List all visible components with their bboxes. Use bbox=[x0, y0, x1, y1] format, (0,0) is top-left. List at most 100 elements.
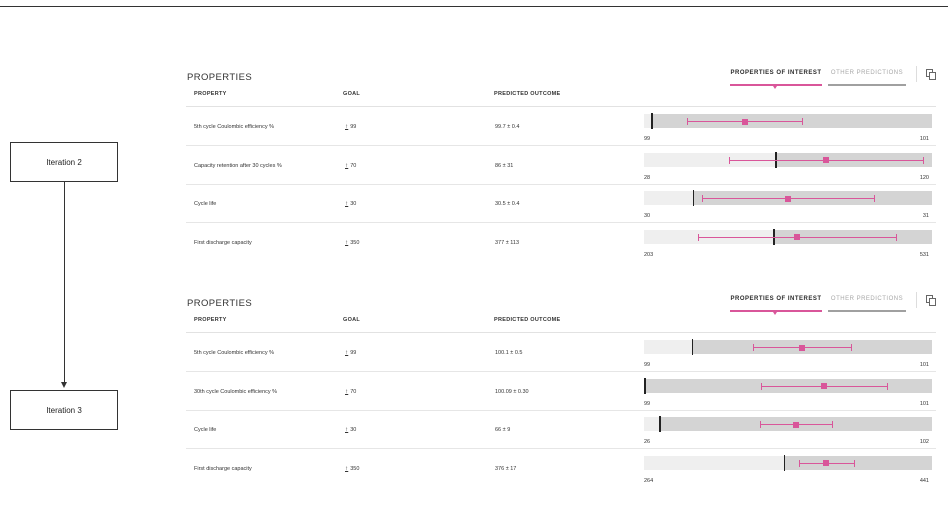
range-chart: 99 101 bbox=[644, 113, 932, 142]
caret-down-icon bbox=[773, 86, 777, 89]
goal-cell: ↑ 350 bbox=[345, 464, 360, 472]
range-max-label: 441 bbox=[919, 477, 929, 484]
predicted-marker bbox=[799, 344, 806, 351]
arrow-up-icon: ↑ bbox=[345, 200, 349, 207]
range-min-label: 264 bbox=[644, 477, 654, 484]
uncertainty-cap-low bbox=[701, 195, 703, 202]
tab-other-predictions[interactable]: OTHER PREDICTIONS bbox=[828, 294, 906, 312]
goal-marker bbox=[651, 113, 653, 129]
range-chart: 264 441 bbox=[644, 454, 932, 484]
table-row[interactable]: 5th cycle Coulombic efficiency % ↑ 99 99.7 … bbox=[186, 108, 936, 146]
predicted-marker bbox=[793, 234, 800, 240]
goal-marker bbox=[691, 339, 694, 355]
copy-icon[interactable] bbox=[926, 295, 936, 306]
uncertainty-cap-low bbox=[760, 382, 762, 390]
goal-value: 70 bbox=[350, 162, 357, 169]
predicted-marker bbox=[785, 195, 791, 202]
table-row[interactable]: First discharge capacity ↑ 350 376 ± 17 264 4… bbox=[186, 450, 936, 488]
uncertainty-cap-high bbox=[853, 459, 855, 467]
range-min-label: 30 bbox=[644, 213, 651, 219]
table-row[interactable]: Cycle life ↑ 30 66 ± 9 26 102 bbox=[186, 411, 936, 449]
table-row[interactable]: Capacity retention after 30 cycles % ↑ 70 8… bbox=[186, 147, 936, 185]
predicted-marker bbox=[822, 157, 829, 163]
goal-cell: ↑ 99 bbox=[345, 123, 357, 130]
tab-properties-of-interest[interactable]: PROPERTIES OF INTEREST bbox=[730, 294, 822, 315]
iteration-2-box: Iteration 2 bbox=[10, 142, 118, 182]
arrow-up-icon: ↑ bbox=[345, 464, 349, 472]
goal-marker bbox=[659, 416, 661, 432]
arrow-up-icon: ↑ bbox=[345, 387, 349, 395]
goal-value: 350 bbox=[350, 239, 360, 246]
goal-cell: ↑ 30 bbox=[345, 426, 356, 433]
caret-down-icon bbox=[773, 312, 777, 315]
iteration-3-box: Iteration 3 bbox=[10, 390, 118, 430]
tab-bar: PROPERTIES OF INTEREST OTHER PREDICTIONS bbox=[730, 68, 906, 89]
goal-marker bbox=[692, 190, 695, 206]
panel-title: PROPERTIES bbox=[187, 298, 253, 309]
goal-cell: ↑ 70 bbox=[345, 387, 357, 395]
property-name: 5th cycle Coulombic efficiency % bbox=[194, 350, 274, 356]
top-divider bbox=[0, 6, 948, 7]
property-name: Cycle life bbox=[194, 427, 217, 433]
predicted-outcome: 377 ± 113 bbox=[495, 239, 520, 246]
panel-title: PROPERTIES bbox=[187, 72, 253, 83]
uncertainty-cap-high bbox=[851, 344, 853, 351]
copy-icon[interactable] bbox=[926, 69, 936, 80]
predicted-outcome: 66 ± 9 bbox=[495, 427, 511, 433]
favorable-region bbox=[783, 455, 932, 470]
arrow-up-icon: ↑ bbox=[345, 238, 349, 246]
goal-cell: ↑ 70 bbox=[345, 162, 357, 169]
uncertainty-cap-low bbox=[728, 156, 730, 164]
range-chart: 28 120 bbox=[644, 151, 932, 181]
uncertainty-cap-high bbox=[922, 156, 924, 164]
goal-value: 99 bbox=[350, 124, 357, 130]
predicted-outcome: 99.7 ± 0.4 bbox=[495, 124, 520, 130]
tab-properties-of-interest[interactable]: PROPERTIES OF INTEREST bbox=[730, 68, 822, 89]
arrow-up-icon: ↑ bbox=[345, 426, 349, 433]
table-row[interactable]: First discharge capacity ↑ 350 377 ± 113 203… bbox=[186, 224, 936, 262]
tab-label: OTHER PREDICTIONS bbox=[830, 70, 904, 76]
properties-panel-iteration-2: PROPERTIES PROPERTIES OF INTEREST OTHER … bbox=[186, 66, 936, 284]
iteration-3-label: Iteration 3 bbox=[46, 405, 82, 415]
goal-value: 70 bbox=[350, 388, 357, 395]
range-min-label: 26 bbox=[644, 439, 651, 445]
uncertainty-cap-low bbox=[687, 118, 689, 125]
property-name: Cycle life bbox=[194, 201, 217, 207]
range-chart: 203 531 bbox=[644, 228, 932, 258]
range-max-label: 101 bbox=[919, 136, 929, 142]
table-row[interactable]: 30th cycle Coulombic efficiency % ↑ 70 100.… bbox=[186, 373, 936, 411]
uncertainty-cap-high bbox=[874, 195, 876, 202]
table-row[interactable]: 5th cycle Coulombic efficiency % ↑ 99 100.1… bbox=[186, 334, 936, 372]
property-name: Capacity retention after 30 cycles % bbox=[194, 162, 282, 169]
range-max-label: 101 bbox=[919, 400, 929, 407]
range-chart: 99 101 bbox=[644, 377, 932, 407]
tab-label: OTHER PREDICTIONS bbox=[830, 296, 904, 302]
column-header-predicted: PREDICTED OUTCOME bbox=[494, 317, 561, 323]
arrow-down-icon bbox=[61, 382, 67, 388]
predicted-marker bbox=[741, 118, 748, 125]
goal-value: 350 bbox=[350, 465, 360, 472]
uncertainty-cap-low bbox=[798, 459, 800, 467]
uncertainty-cap-low bbox=[759, 421, 761, 428]
header-divider bbox=[186, 332, 936, 333]
predicted-marker bbox=[821, 383, 827, 389]
predicted-marker bbox=[823, 460, 830, 466]
goal-cell: ↑ 30 bbox=[345, 200, 357, 207]
arrow-up-icon: ↑ bbox=[345, 349, 349, 356]
range-min-label: 99 bbox=[644, 400, 651, 407]
range-max-label: 531 bbox=[919, 251, 929, 258]
predicted-outcome: 100.09 ± 0.30 bbox=[495, 388, 529, 395]
range-min-label: 99 bbox=[644, 362, 651, 368]
table-row[interactable]: Cycle life ↑ 30 30.5 ± 0.4 30 31 bbox=[186, 185, 936, 223]
flow-connector-line bbox=[64, 182, 65, 382]
goal-value: 30 bbox=[350, 201, 357, 207]
range-min-label: 99 bbox=[644, 136, 651, 142]
property-name: First discharge capacity bbox=[194, 239, 252, 246]
toolbar-divider bbox=[916, 292, 917, 308]
predicted-outcome: 376 ± 17 bbox=[495, 465, 517, 472]
goal-cell: ↑ 99 bbox=[345, 349, 356, 356]
tab-other-predictions[interactable]: OTHER PREDICTIONS bbox=[828, 68, 906, 86]
predicted-outcome: 100.1 ± 0.5 bbox=[495, 350, 523, 356]
arrow-up-icon: ↑ bbox=[345, 123, 349, 130]
range-max-label: 31 bbox=[922, 213, 929, 219]
